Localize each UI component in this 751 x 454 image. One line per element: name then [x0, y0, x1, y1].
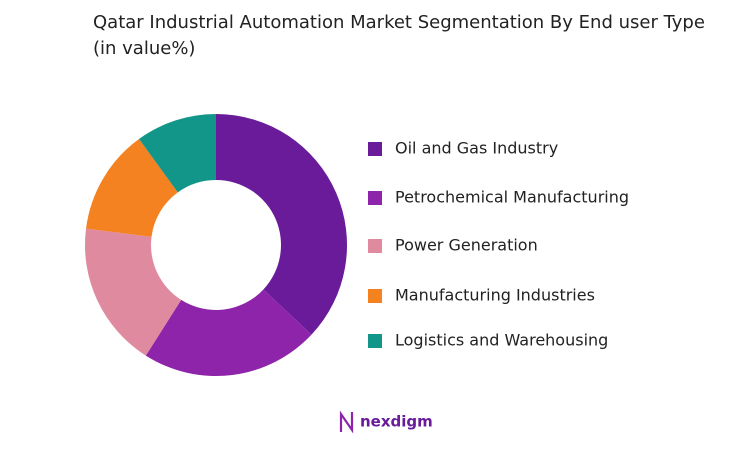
legend-swatch — [368, 142, 382, 156]
legend-swatch — [368, 334, 382, 348]
legend-label: Petrochemical Manufacturing — [395, 188, 629, 207]
donut-segment — [139, 114, 216, 193]
chart-title: Qatar Industrial Automation Market Segme… — [93, 12, 705, 59]
donut-segment — [216, 114, 347, 335]
legend-swatch — [368, 289, 382, 303]
legend-label: Oil and Gas Industry — [395, 139, 558, 158]
donut-segment — [86, 139, 178, 237]
legend-label: Logistics and Warehousing — [395, 331, 608, 350]
legend-label: Manufacturing Industries — [395, 286, 595, 305]
legend-swatch — [368, 239, 382, 253]
logo-icon — [339, 410, 354, 434]
logo: nexdigm — [360, 413, 433, 431]
donut-segment — [85, 228, 182, 356]
legend-swatch — [368, 191, 382, 205]
donut-segment — [145, 289, 312, 376]
legend-label: Power Generation — [395, 236, 538, 255]
